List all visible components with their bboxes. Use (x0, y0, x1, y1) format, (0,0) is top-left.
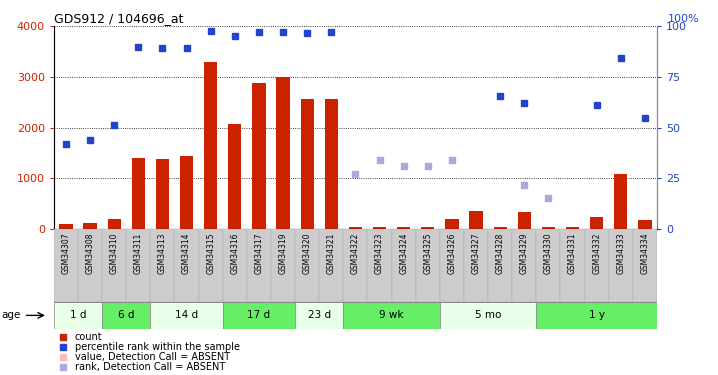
Bar (518, 211, 531, 229)
Bar (343, 302, 440, 329)
Text: GSM34322: GSM34322 (351, 232, 360, 274)
Bar (368, 229, 391, 302)
Bar (638, 220, 651, 229)
Text: 14 d: 14 d (175, 310, 198, 320)
Text: value, Detection Call = ABSENT: value, Detection Call = ABSENT (75, 352, 230, 362)
Bar (493, 227, 507, 229)
Text: rank, Detection Call = ABSENT: rank, Detection Call = ABSENT (75, 362, 225, 372)
Bar (536, 302, 657, 329)
Bar (228, 124, 241, 229)
Bar (301, 99, 314, 229)
Bar (54, 302, 102, 329)
Text: GSM34332: GSM34332 (592, 232, 601, 274)
Bar (247, 229, 271, 302)
Bar (295, 229, 320, 302)
Bar (397, 227, 410, 229)
Text: GSM34324: GSM34324 (399, 232, 408, 274)
Text: GSM34327: GSM34327 (472, 232, 480, 274)
Bar (416, 229, 440, 302)
Bar (440, 229, 464, 302)
Text: GSM34333: GSM34333 (616, 232, 625, 274)
Bar (343, 229, 368, 302)
Bar (373, 227, 386, 229)
Bar (102, 229, 126, 302)
Text: GSM34319: GSM34319 (279, 232, 287, 274)
Bar (464, 229, 488, 302)
Bar (542, 227, 555, 229)
Bar (150, 302, 223, 329)
Bar (60, 224, 73, 229)
Bar (561, 229, 584, 302)
Bar (295, 302, 343, 329)
Text: GSM34331: GSM34331 (568, 232, 577, 274)
Text: GSM34323: GSM34323 (375, 232, 384, 274)
Bar (512, 229, 536, 302)
Bar (199, 229, 223, 302)
Text: GSM34317: GSM34317 (254, 232, 264, 274)
Text: GDS912 / 104696_at: GDS912 / 104696_at (54, 12, 183, 25)
Bar (223, 302, 295, 329)
Bar (83, 223, 97, 229)
Bar (391, 229, 416, 302)
Text: GSM34334: GSM34334 (640, 232, 649, 274)
Text: age: age (1, 310, 21, 320)
Text: 9 wk: 9 wk (379, 310, 404, 320)
Bar (470, 211, 482, 229)
Bar (440, 302, 536, 329)
Bar (445, 219, 459, 229)
Text: GSM34311: GSM34311 (134, 232, 143, 274)
Text: GSM34330: GSM34330 (544, 232, 553, 274)
Bar (276, 77, 289, 229)
Text: GSM34316: GSM34316 (230, 232, 239, 274)
Bar (488, 229, 512, 302)
Text: GSM34328: GSM34328 (495, 232, 505, 274)
Text: GSM34308: GSM34308 (85, 232, 95, 274)
Text: GSM34329: GSM34329 (520, 232, 528, 274)
Bar (320, 229, 343, 302)
Text: percentile rank within the sample: percentile rank within the sample (75, 342, 240, 352)
Text: 23 d: 23 d (307, 310, 331, 320)
Bar (204, 62, 218, 229)
Text: 17 d: 17 d (247, 310, 271, 320)
Text: count: count (75, 332, 103, 342)
Text: GSM34310: GSM34310 (110, 232, 118, 274)
Text: GSM34320: GSM34320 (303, 232, 312, 274)
Text: GSM34313: GSM34313 (158, 232, 167, 274)
Text: GSM34321: GSM34321 (327, 232, 336, 274)
Text: 5 mo: 5 mo (475, 310, 501, 320)
Bar (174, 229, 199, 302)
Text: 6 d: 6 d (118, 310, 134, 320)
Bar (126, 229, 150, 302)
Bar (566, 227, 579, 229)
Bar (150, 229, 174, 302)
Bar (108, 219, 121, 229)
Bar (102, 302, 150, 329)
Bar (614, 174, 628, 229)
Text: GSM34314: GSM34314 (182, 232, 191, 274)
Bar (590, 217, 603, 229)
Bar (131, 158, 145, 229)
Bar (252, 84, 266, 229)
Bar (271, 229, 295, 302)
Bar (349, 227, 362, 229)
Text: 1 d: 1 d (70, 310, 86, 320)
Text: GSM34326: GSM34326 (447, 232, 457, 274)
Bar (54, 229, 78, 302)
Text: GSM34307: GSM34307 (62, 232, 70, 274)
Bar (633, 229, 657, 302)
Bar (325, 99, 338, 229)
Bar (156, 159, 169, 229)
Bar (584, 229, 609, 302)
Bar (78, 229, 102, 302)
Text: GSM34315: GSM34315 (206, 232, 215, 274)
Bar (609, 229, 633, 302)
Text: 100%: 100% (668, 14, 699, 24)
Text: GSM34325: GSM34325 (424, 232, 432, 274)
Text: 1 y: 1 y (589, 310, 605, 320)
Bar (223, 229, 247, 302)
Bar (536, 229, 561, 302)
Bar (180, 156, 193, 229)
Bar (421, 227, 434, 229)
